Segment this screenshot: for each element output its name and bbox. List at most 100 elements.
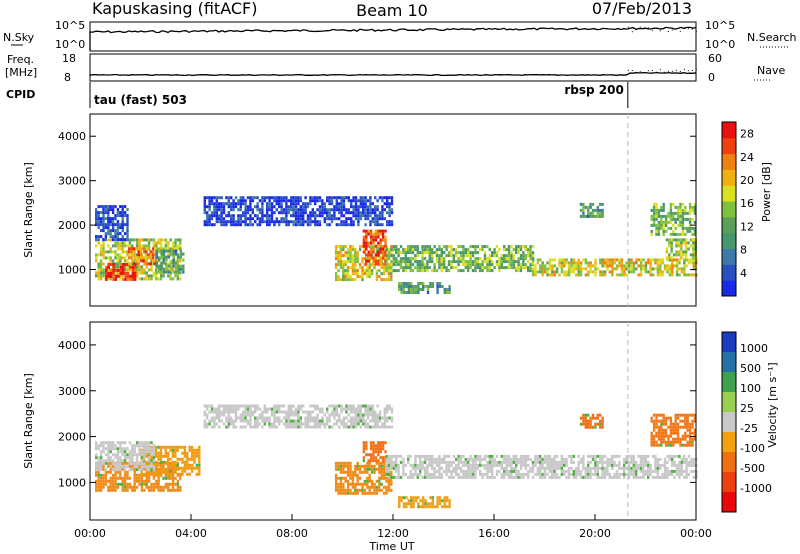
heatmap-cell: [294, 419, 298, 423]
heatmap-cell: [147, 241, 151, 245]
heatmap-cell: [171, 244, 175, 248]
heatmap-cell: [608, 460, 611, 464]
heatmap-cell: [114, 229, 117, 233]
heatmap-cell: [263, 410, 266, 414]
heatmap-cell: [306, 416, 310, 420]
heatmap-cell: [678, 472, 681, 476]
heatmap-cell: [261, 202, 264, 206]
heatmap-cell: [405, 282, 408, 285]
heatmap-cell: [369, 211, 372, 215]
heatmap-cell: [409, 260, 412, 264]
heatmap-cell: [423, 460, 427, 464]
heatmap-cell: [553, 454, 556, 458]
heatmap-cell: [366, 422, 370, 426]
heatmap-cell: [140, 462, 144, 466]
heatmap-cell: [368, 473, 371, 477]
heatmap-cell: [551, 472, 554, 476]
heatmap-cell: [637, 273, 640, 277]
heatmap-cell: [362, 419, 365, 423]
heatmap-cell: [390, 479, 393, 483]
heatmap-cell: [123, 241, 127, 245]
heatmap-cell: [462, 251, 465, 255]
heatmap-cell: [342, 208, 346, 212]
heatmap-cell: [503, 466, 506, 470]
heatmap-cell: [147, 256, 150, 260]
heatmap-cell: [370, 269, 374, 273]
heatmap-cell: [377, 441, 380, 445]
heatmap-cell: [397, 254, 400, 258]
heatmap-cell: [655, 443, 658, 447]
heatmap-cell: [297, 422, 300, 426]
heatmap-cell: [620, 466, 623, 470]
heatmap-cell: [377, 250, 380, 254]
heatmap-cell: [575, 466, 578, 470]
heatmap-cell: [210, 202, 214, 206]
heatmap-cell: [381, 456, 385, 460]
heatmap-cell: [107, 208, 110, 212]
heatmap-cell: [606, 466, 609, 470]
heatmap-cell: [388, 211, 391, 215]
heatmap-cell: [162, 467, 165, 471]
heatmap-cell: [230, 217, 233, 221]
heatmap-cell: [500, 263, 503, 267]
heatmap-cell: [414, 291, 418, 294]
heatmap-cell: [179, 476, 182, 480]
heatmap-cell: [567, 270, 571, 274]
heatmap-cell: [234, 419, 238, 423]
heatmap-cell: [627, 472, 631, 476]
heatmap-cell: [109, 467, 112, 471]
heatmap-cell: [606, 460, 609, 464]
heatmap-cell: [517, 472, 520, 476]
heatmap-cell: [157, 247, 160, 251]
heatmap-cell: [388, 404, 391, 408]
heatmap-cell: [256, 416, 259, 420]
heatmap-cell: [97, 214, 100, 218]
heatmap-cell: [656, 460, 659, 464]
heatmap-cell: [657, 220, 661, 224]
heatmap-cell: [608, 457, 611, 461]
heatmap-cell: [349, 260, 352, 264]
heatmap-cell: [378, 217, 382, 221]
heatmap-cell: [481, 263, 484, 267]
heatmap-cell: [531, 267, 535, 271]
heatmap-cell: [232, 205, 235, 209]
heatmap-cell: [548, 457, 551, 461]
heatmap-cell: [681, 425, 685, 429]
heatmap-cell: [126, 220, 129, 224]
heatmap-cell: [140, 465, 144, 469]
heatmap-cell: [652, 214, 656, 218]
heatmap-cell: [464, 248, 467, 252]
heatmap-cell: [190, 469, 194, 473]
heatmap-cell: [410, 285, 413, 288]
heatmap-cell: [664, 440, 668, 444]
heatmap-cell: [208, 217, 211, 221]
heatmap-cell: [431, 502, 434, 506]
heatmap-cell: [244, 217, 247, 221]
heatmap-cell: [565, 273, 568, 277]
heatmap-cell: [159, 247, 163, 251]
heatmap-cell: [385, 254, 388, 258]
heatmap-cell: [222, 413, 226, 417]
heatmap-cell: [368, 479, 371, 483]
heatmap-cell: [263, 419, 266, 423]
heatmap-cell: [198, 460, 201, 464]
heatmap-cell: [249, 217, 252, 221]
heatmap-cell: [657, 431, 661, 435]
heatmap-cell: [368, 269, 371, 273]
heatmap-cell: [447, 260, 451, 264]
heatmap-cell: [102, 223, 105, 227]
heatmap-cell: [273, 220, 276, 224]
heatmap-cell: [618, 454, 621, 458]
heatmap-cell: [285, 413, 288, 417]
heatmap-cell: [536, 466, 539, 470]
heatmap-cell: [655, 202, 658, 206]
heatmap-cell: [642, 475, 645, 479]
heatmap-cell: [159, 448, 163, 452]
heatmap-cell: [435, 269, 439, 273]
heatmap-cell: [275, 208, 278, 212]
heatmap-cell: [145, 482, 148, 486]
heatmap-cell: [688, 443, 692, 447]
heatmap-cell: [158, 258, 161, 262]
heatmap-cell: [471, 251, 475, 255]
heatmap-cell: [529, 263, 532, 267]
